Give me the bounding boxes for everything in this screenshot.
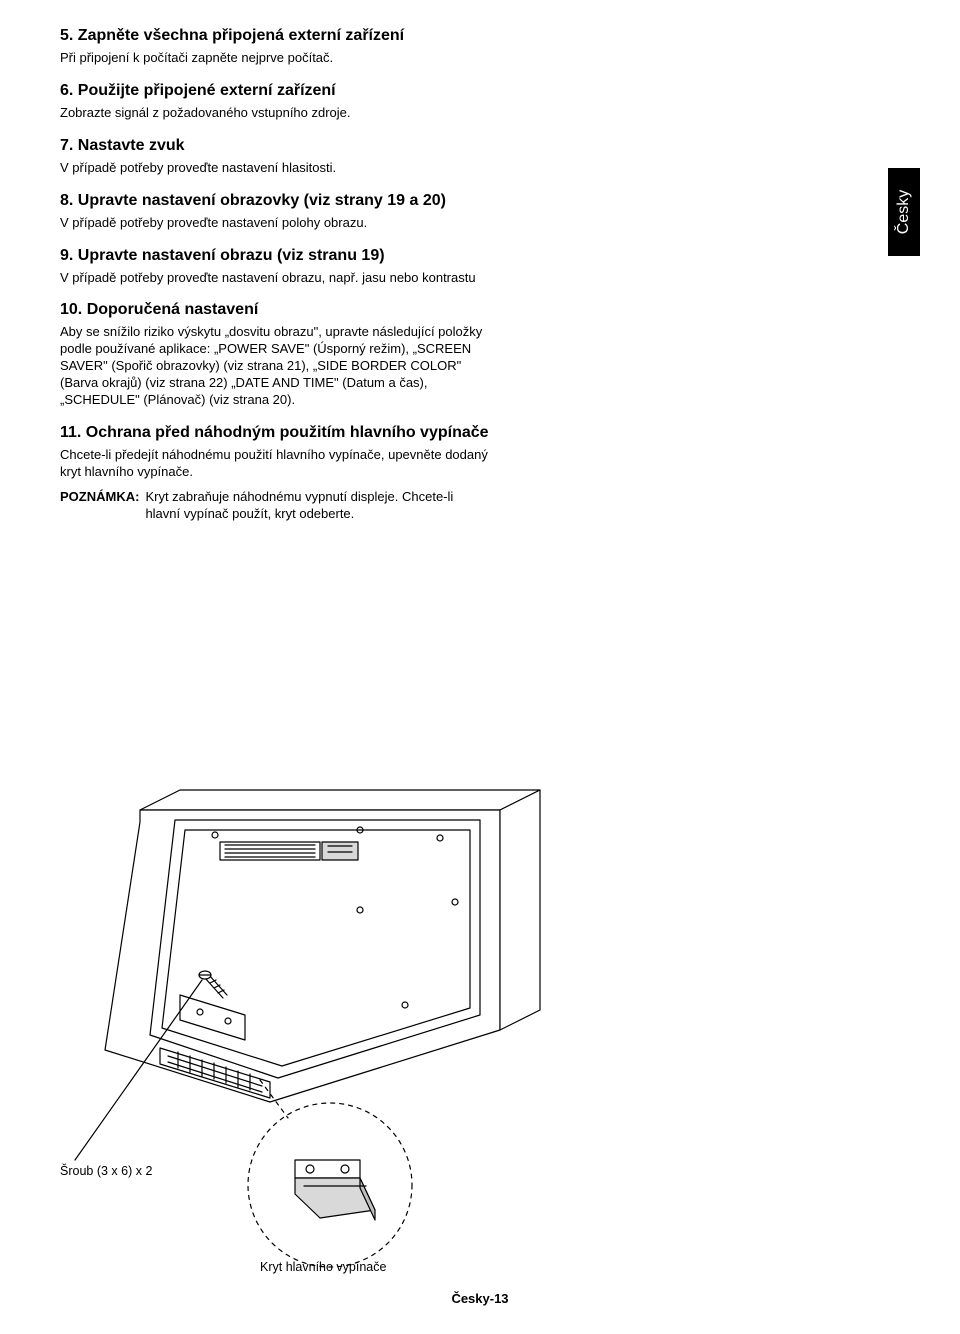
language-tab-label: Česky <box>895 190 913 234</box>
heading-10: 10. Doporučená nastavení <box>60 300 490 320</box>
body-11: Chcete-li předejít náhodnému použití hla… <box>60 447 490 481</box>
body-5: Při připojení k počítači zapněte nejprve… <box>60 50 490 67</box>
body-10: Aby se snížilo riziko výskytu „dosvitu o… <box>60 324 490 408</box>
heading-7: 7. Nastavte zvuk <box>60 136 490 156</box>
heading-11: 11. Ochrana před náhodným použitím hlavn… <box>60 423 490 443</box>
note-row: POZNÁMKA: Kryt zabraňuje náhodnému vypnu… <box>60 489 490 523</box>
body-8: V případě potřeby proveďte nastavení pol… <box>60 215 490 232</box>
page-footer: Česky-13 <box>0 1291 960 1306</box>
language-tab: Česky <box>888 168 920 256</box>
screw-label: Šroub (3 x 6) x 2 <box>60 1164 152 1178</box>
heading-6: 6. Použijte připojené externí zařízení <box>60 81 490 101</box>
heading-9: 9. Upravte nastavení obrazu (viz stranu … <box>60 246 490 266</box>
figure-svg <box>60 780 560 1280</box>
installation-figure: Šroub (3 x 6) x 2 Kryt hlavního vypínače <box>60 780 560 1210</box>
body-6: Zobrazte signál z požadovaného vstupního… <box>60 105 490 122</box>
body-9: V případě potřeby proveďte nastavení obr… <box>60 270 490 287</box>
heading-5: 5. Zapněte všechna připojená externí zař… <box>60 26 490 46</box>
cover-label: Kryt hlavního vypínače <box>260 1260 386 1274</box>
note-text: Kryt zabraňuje náhodnému vypnutí displej… <box>145 489 490 523</box>
body-7: V případě potřeby proveďte nastavení hla… <box>60 160 490 177</box>
main-column: 5. Zapněte všechna připojená externí zař… <box>60 12 490 522</box>
heading-8: 8. Upravte nastavení obrazovky (viz stra… <box>60 191 490 211</box>
note-label: POZNÁMKA: <box>60 489 139 523</box>
